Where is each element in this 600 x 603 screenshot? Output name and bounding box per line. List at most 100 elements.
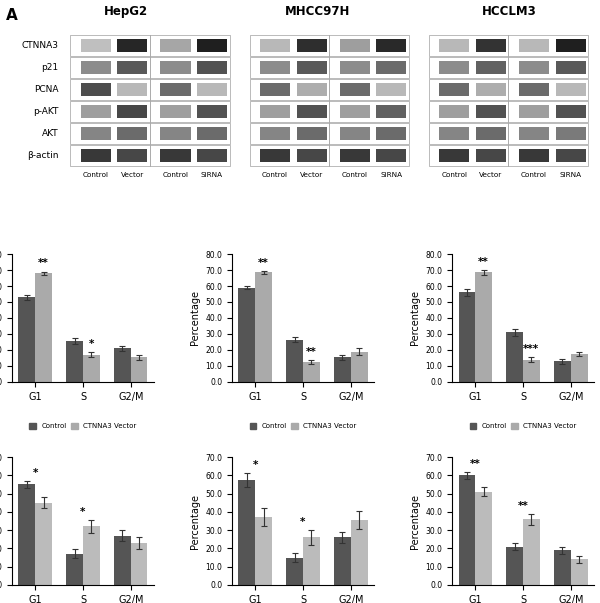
- Text: Control: Control: [521, 172, 547, 178]
- Bar: [131, 357, 148, 382]
- Bar: [554, 361, 571, 382]
- Bar: [376, 83, 406, 96]
- Bar: [506, 332, 523, 382]
- Text: **: **: [306, 347, 317, 357]
- Text: Control: Control: [262, 172, 288, 178]
- Y-axis label: Percentage: Percentage: [190, 291, 200, 346]
- Bar: [80, 83, 111, 96]
- Bar: [429, 101, 508, 122]
- Bar: [508, 101, 588, 122]
- Bar: [114, 535, 131, 585]
- Bar: [439, 83, 469, 96]
- Bar: [150, 57, 230, 78]
- Bar: [83, 355, 100, 382]
- Bar: [250, 79, 329, 100]
- Bar: [519, 39, 549, 52]
- Bar: [117, 61, 148, 74]
- Text: Control: Control: [83, 172, 109, 178]
- Bar: [260, 39, 290, 52]
- Bar: [250, 122, 329, 144]
- Bar: [429, 122, 508, 144]
- Bar: [160, 105, 191, 118]
- Bar: [519, 61, 549, 74]
- Bar: [70, 79, 150, 100]
- Bar: [329, 57, 409, 78]
- Bar: [556, 61, 586, 74]
- Bar: [519, 83, 549, 96]
- Y-axis label: Percentage: Percentage: [410, 493, 420, 549]
- Bar: [571, 560, 587, 585]
- Bar: [238, 288, 255, 382]
- Bar: [439, 127, 469, 140]
- Text: ***: ***: [523, 344, 539, 354]
- Bar: [519, 127, 549, 140]
- Bar: [197, 83, 227, 96]
- Bar: [250, 101, 329, 122]
- Bar: [35, 273, 52, 382]
- Bar: [340, 83, 370, 96]
- Bar: [476, 148, 506, 162]
- Bar: [429, 57, 508, 78]
- Text: HepG2: HepG2: [103, 5, 148, 18]
- Bar: [260, 127, 290, 140]
- Bar: [250, 57, 329, 78]
- Bar: [476, 61, 506, 74]
- Bar: [376, 105, 406, 118]
- Bar: [66, 554, 83, 585]
- Bar: [296, 105, 327, 118]
- Text: **: **: [478, 257, 489, 267]
- Bar: [70, 122, 150, 144]
- Bar: [556, 127, 586, 140]
- Text: Control: Control: [341, 172, 368, 178]
- Bar: [197, 61, 227, 74]
- Text: HCCLM3: HCCLM3: [482, 5, 537, 18]
- Bar: [66, 341, 83, 382]
- Bar: [197, 148, 227, 162]
- Bar: [439, 148, 469, 162]
- Bar: [260, 83, 290, 96]
- Bar: [475, 273, 492, 382]
- Y-axis label: Percentage: Percentage: [190, 493, 200, 549]
- Text: CTNNA3: CTNNA3: [22, 41, 59, 50]
- Bar: [296, 148, 327, 162]
- Bar: [508, 122, 588, 144]
- Bar: [508, 35, 588, 56]
- Bar: [160, 83, 191, 96]
- Text: Vector: Vector: [479, 172, 503, 178]
- Bar: [439, 61, 469, 74]
- Bar: [458, 292, 475, 382]
- Bar: [519, 105, 549, 118]
- Text: *: *: [32, 468, 38, 478]
- Text: *: *: [253, 460, 258, 470]
- Bar: [508, 79, 588, 100]
- Bar: [150, 79, 230, 100]
- Bar: [296, 39, 327, 52]
- Bar: [556, 39, 586, 52]
- Bar: [260, 105, 290, 118]
- Bar: [556, 105, 586, 118]
- Bar: [150, 35, 230, 56]
- Bar: [556, 83, 586, 96]
- Text: *: *: [89, 339, 94, 349]
- Text: SiRNA: SiRNA: [201, 172, 223, 178]
- Y-axis label: Percentage: Percentage: [410, 291, 420, 346]
- Text: SiRNA: SiRNA: [560, 172, 582, 178]
- Bar: [376, 148, 406, 162]
- Bar: [340, 148, 370, 162]
- Bar: [160, 148, 191, 162]
- Bar: [458, 475, 475, 585]
- Bar: [114, 349, 131, 382]
- Bar: [197, 39, 227, 52]
- Bar: [250, 35, 329, 56]
- Bar: [523, 359, 540, 382]
- Bar: [476, 83, 506, 96]
- Bar: [303, 362, 320, 382]
- Text: p-AKT: p-AKT: [33, 107, 59, 116]
- Text: Vector: Vector: [300, 172, 323, 178]
- Bar: [238, 480, 255, 585]
- Bar: [476, 39, 506, 52]
- Bar: [556, 148, 586, 162]
- Bar: [117, 83, 148, 96]
- Bar: [554, 550, 571, 585]
- Text: Vector: Vector: [121, 172, 144, 178]
